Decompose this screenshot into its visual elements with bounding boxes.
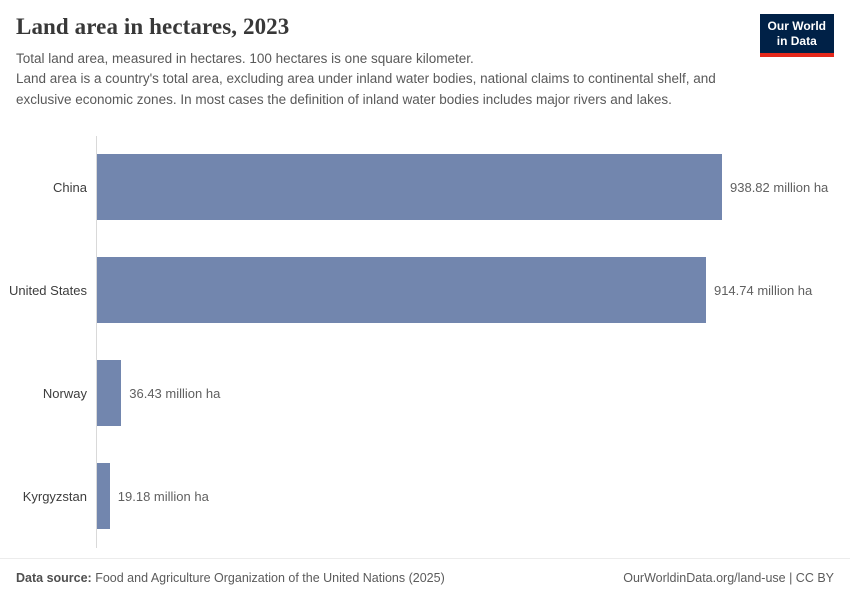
chart-row: China 938.82 million ha xyxy=(8,135,834,239)
category-label-norway: Norway xyxy=(42,385,87,401)
subtitle-rest: Land area is a country's total area, exc… xyxy=(16,71,716,107)
logo-line-2: in Data xyxy=(776,34,817,48)
bar-track: 914.74 million ha xyxy=(96,238,834,342)
bar-track: 19.18 million ha xyxy=(96,444,834,548)
data-source-text: Food and Agriculture Organization of the… xyxy=(95,571,445,585)
bar-track: 36.43 million ha xyxy=(96,341,834,445)
chart-row: Norway 36.43 million ha xyxy=(8,341,834,445)
bar-track: 938.82 million ha xyxy=(96,135,834,239)
chart-title: Land area in hectares, 2023 xyxy=(16,14,290,39)
category-label-united-states: United States xyxy=(8,282,87,298)
chart-row: Kyrgyzstan 19.18 million ha xyxy=(8,444,834,548)
chart-row: United States 914.74 million ha xyxy=(8,238,834,342)
bar-kyrgyzstan[interactable] xyxy=(97,463,110,530)
value-label: 914.74 million ha xyxy=(713,282,813,298)
data-source-note: Data source: Food and Agriculture Organi… xyxy=(16,571,445,585)
value-label: 19.18 million ha xyxy=(117,488,209,504)
bar-china[interactable] xyxy=(97,154,722,221)
value-label: 938.82 million ha xyxy=(730,179,829,195)
bar-united-states[interactable] xyxy=(97,257,706,324)
owid-logo[interactable]: Our World in Data xyxy=(759,14,834,57)
bar-norway[interactable] xyxy=(97,360,122,427)
logo-line-1: Our World xyxy=(767,19,826,33)
data-source-label: Data source: xyxy=(16,571,92,585)
subtitle-line-1: Total land area, measured in hectares. 1… xyxy=(16,51,474,66)
chart-subtitle: Total land area, measured in hectares. 1… xyxy=(16,49,750,110)
value-label: 36.43 million ha xyxy=(129,385,221,401)
chart-footer: Data source: Food and Agriculture Organi… xyxy=(0,558,850,600)
chart-header: Our World in Data Land area in hectares,… xyxy=(0,0,850,110)
footer-attribution-link[interactable]: OurWorldinData.org/land-use | CC BY xyxy=(623,571,834,585)
bar-chart: China 938.82 million ha United States 914.7… xyxy=(8,135,834,548)
category-label-kyrgyzstan: Kyrgyzstan xyxy=(22,488,87,504)
category-label-china: China xyxy=(53,179,87,195)
